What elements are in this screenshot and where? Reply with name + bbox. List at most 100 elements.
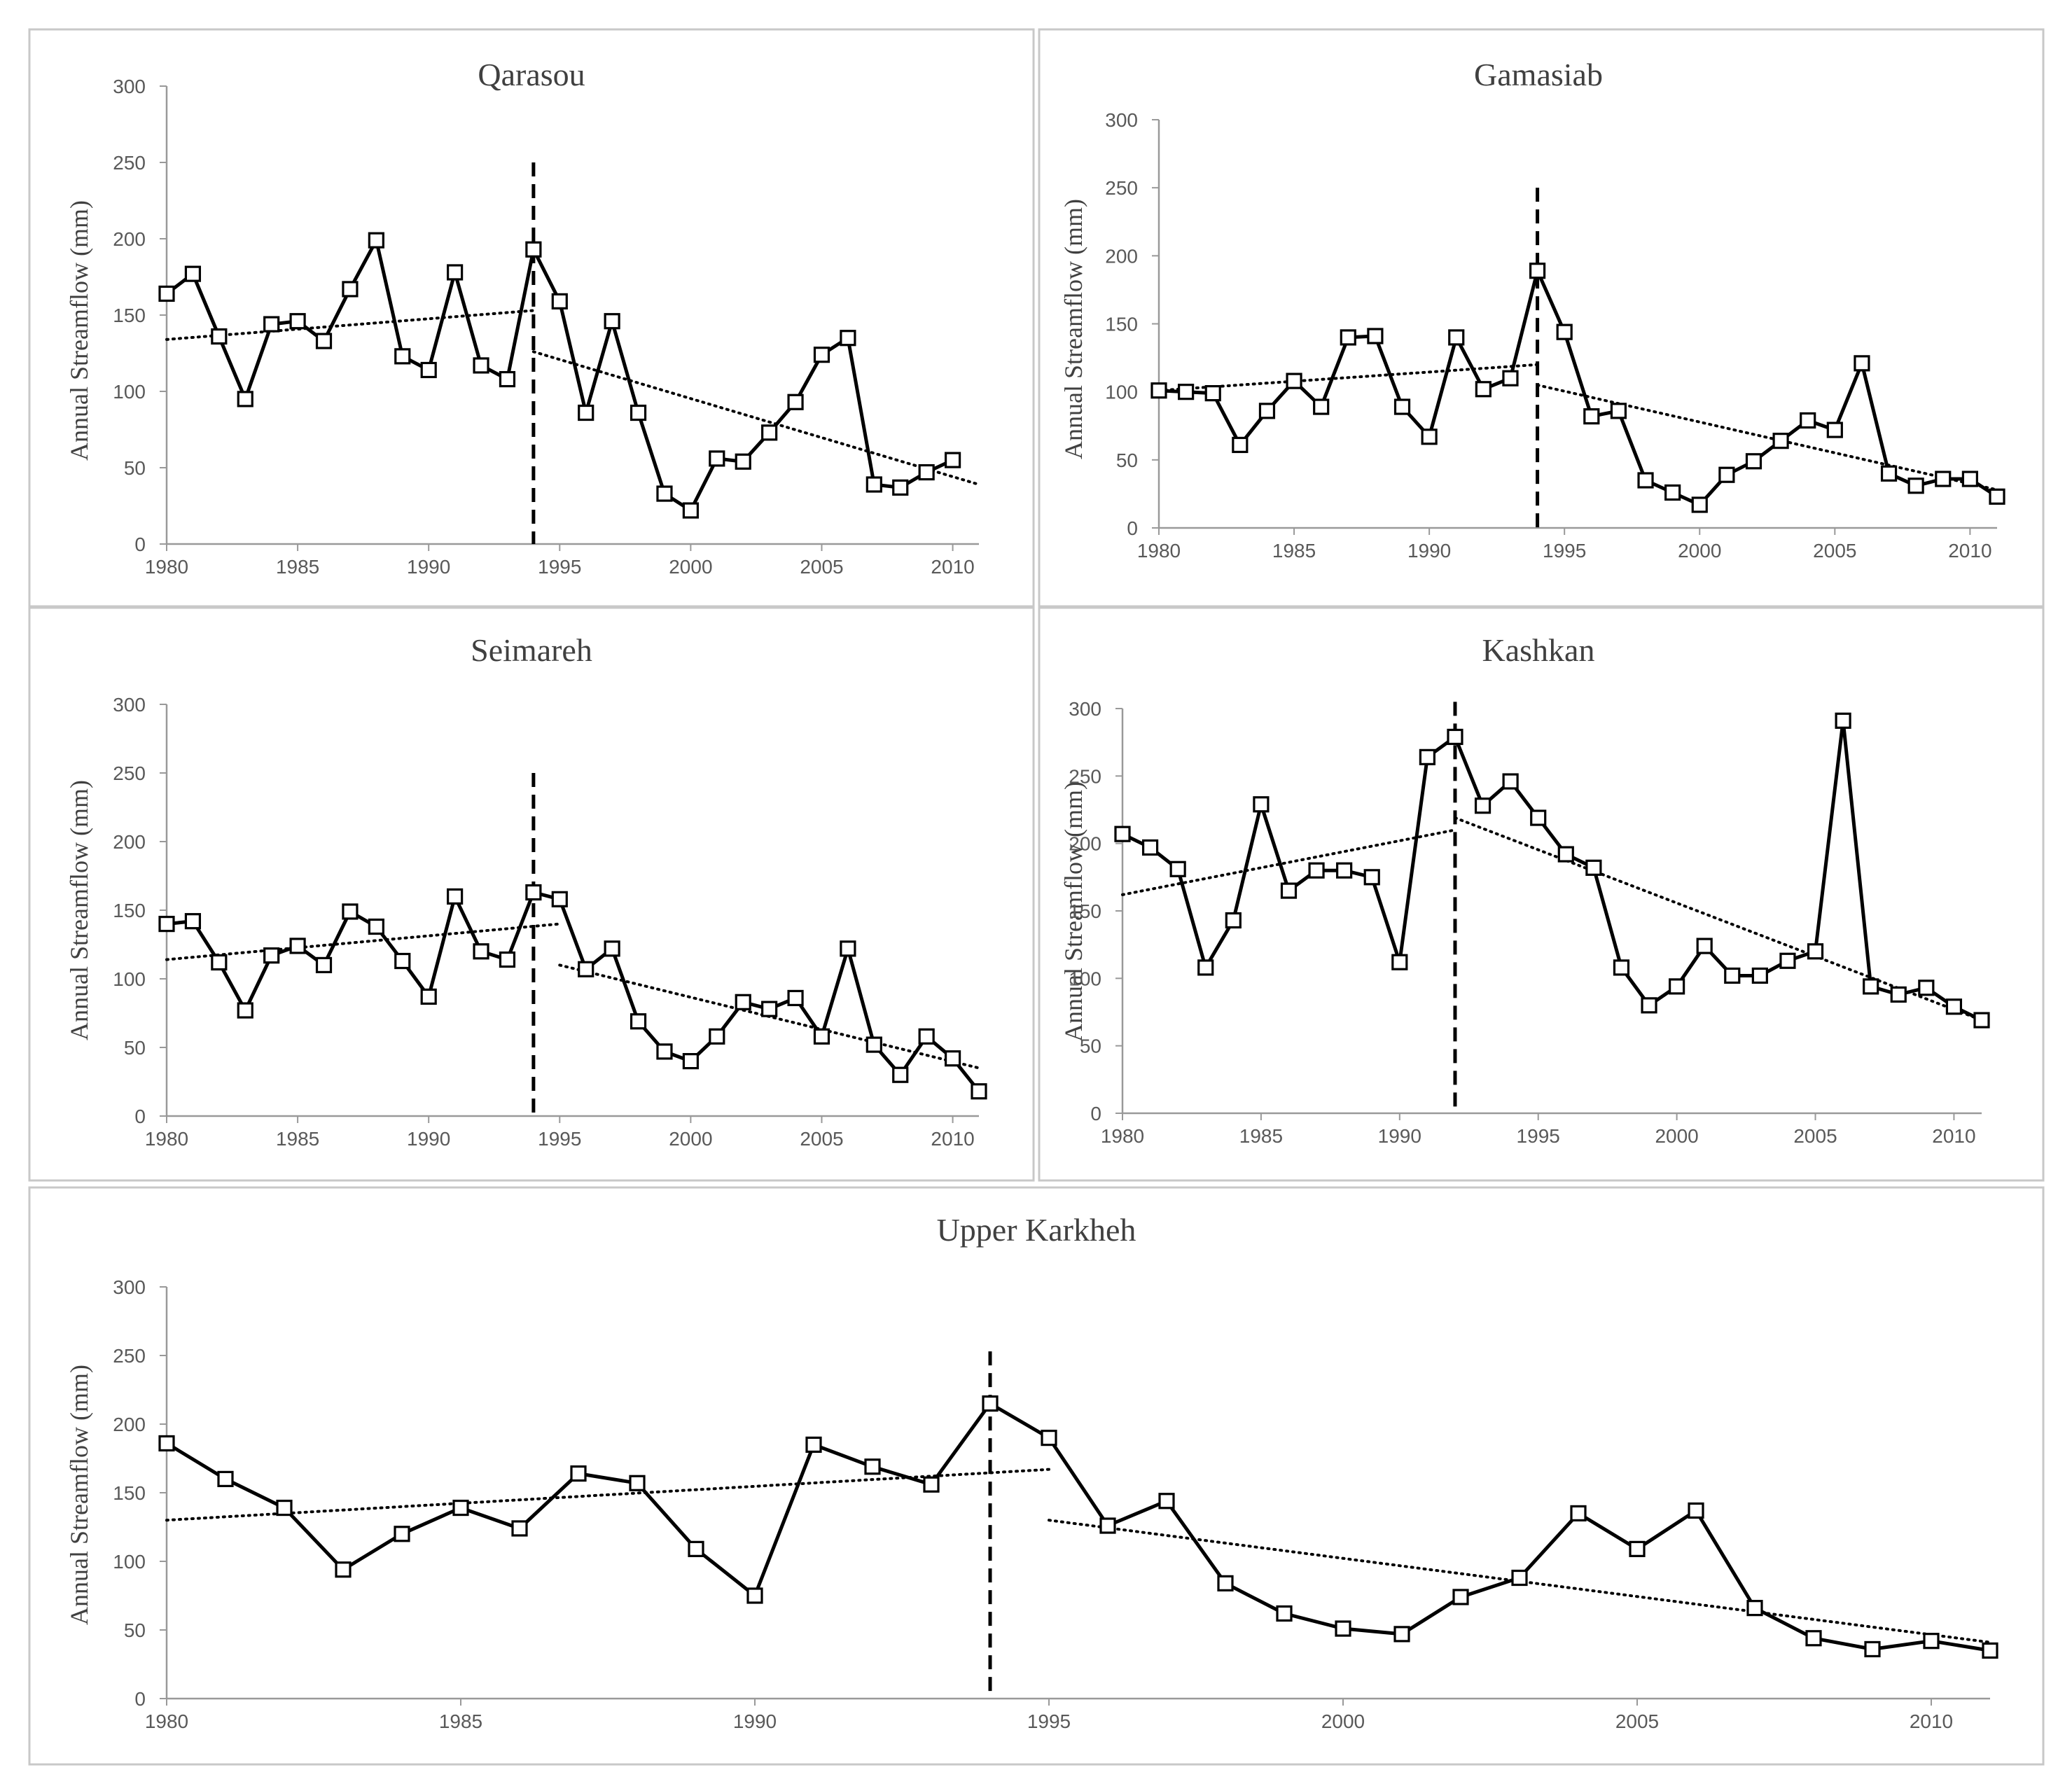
chart-title: Upper Karkheh [937,1212,1136,1248]
y-tick-label: 150 [113,1482,146,1504]
y-tick-label: 50 [124,457,146,479]
data-point [865,1036,882,1053]
data-point [1276,1605,1293,1622]
data-point [1982,1642,1998,1659]
data-point [263,316,280,333]
data-point [1807,943,1824,960]
data-point [1557,846,1574,863]
data-point [1099,1517,1116,1534]
data-point [761,424,778,441]
data-point [923,1476,940,1493]
y-axis-label: Annual Streamflow (mm) [65,780,93,1040]
y-tick-label: 300 [113,1276,146,1298]
data-point [840,330,856,347]
x-tick-label: 2005 [800,556,843,578]
y-tick-label: 100 [1069,968,1101,989]
data-point [982,1395,999,1412]
data-point [1751,967,1768,984]
data-point [394,348,411,365]
y-tick-label: 50 [1080,1036,1101,1057]
x-tick-label: 1995 [1517,1125,1560,1147]
data-point [525,884,542,901]
x-tick-label: 2000 [1678,540,1721,562]
data-point [452,1499,469,1517]
plot-area: 0 50 100 150 200 250 300 1980 1985 1990 1995 2000 20… [1105,109,2005,562]
data-point [864,1458,881,1475]
data-point [1935,471,1952,487]
data-point [1178,384,1195,400]
chart-panel-upper-karkheh: Upper Karkheh Annual Streamflow (mm) 0 50… [28,1186,2045,1766]
x-tick-label: 2010 [931,1128,974,1150]
y-tick-label: 300 [113,694,146,716]
data-point [237,1002,253,1019]
data-point [499,951,516,968]
data-point [1367,328,1384,344]
data-point [761,1001,778,1017]
data-point [865,476,882,493]
data-point [1393,398,1411,415]
data-point [1225,912,1242,929]
data-point [944,1050,961,1067]
data-point [420,988,437,1005]
trend-line [165,1468,1050,1522]
data-point [1570,1505,1587,1521]
data-point [511,1520,528,1537]
data-point [394,952,411,970]
y-axis-label: Annual Streamflow (mm) [1059,781,1087,1042]
x-tick-label: 2005 [1813,540,1856,562]
data-point [1800,412,1816,429]
x-tick-label: 2000 [669,1128,712,1150]
x-tick-label: 1995 [1027,1710,1071,1732]
data-point [604,940,620,957]
x-tick-label: 1990 [733,1710,777,1732]
x-tick-label: 1980 [145,1710,188,1732]
data-point [263,947,280,964]
plot-area: 0 50 100 150 200 250 300 1980 1985 1990 1995 2000 20… [113,694,987,1150]
data-point [1393,1626,1410,1643]
y-axis-label: Annual Streamflow (mm) [1059,199,1087,459]
data-point [1724,967,1741,984]
data-point [1363,869,1380,886]
data-point [1718,466,1735,483]
x-tick-label: 2005 [1615,1710,1659,1732]
data-point [1475,381,1492,398]
data-point [944,452,961,468]
data-point [1114,825,1131,842]
data-point [1890,986,1907,1003]
x-tick-label: 1985 [1239,1125,1283,1147]
data-point [211,328,228,345]
data-point [629,1475,646,1491]
y-tick-label: 300 [1069,698,1101,720]
data-point [604,313,620,330]
data-point [630,404,647,421]
data-point [1447,728,1463,746]
data-point [335,1561,352,1578]
chart-panel-gamasiab: Gamasiab Annual Streamflow (mm) 0 50 100 15… [1038,28,2045,608]
y-tick-label: 100 [113,1551,146,1573]
y-tick-label: 250 [113,1345,146,1367]
data-point [805,1436,822,1453]
data-point [1197,959,1214,976]
data-point [473,943,489,960]
data-point [813,1028,830,1045]
y-tick-label: 50 [124,1037,146,1059]
y-tick-label: 50 [1116,450,1138,471]
data-point [1286,372,1302,389]
trend-line [1121,828,1456,896]
y-tick-label: 0 [134,1106,146,1127]
data-point [1826,421,1843,438]
x-tick-label: 2010 [1948,540,1991,562]
data-point [1864,1640,1881,1658]
y-tick-label: 150 [113,900,146,921]
data-point [1556,323,1573,340]
chart-title: Kashkan [1482,632,1595,668]
y-tick-label: 150 [113,305,146,326]
y-tick-label: 150 [1105,314,1138,335]
x-tick-label: 1995 [538,1128,581,1150]
trend-line [1453,816,1983,1022]
data-point [447,264,464,281]
data-point [1746,1600,1763,1617]
data-point [342,281,359,298]
data-point [1907,478,1924,494]
chart-title: Qarasou [478,57,585,92]
